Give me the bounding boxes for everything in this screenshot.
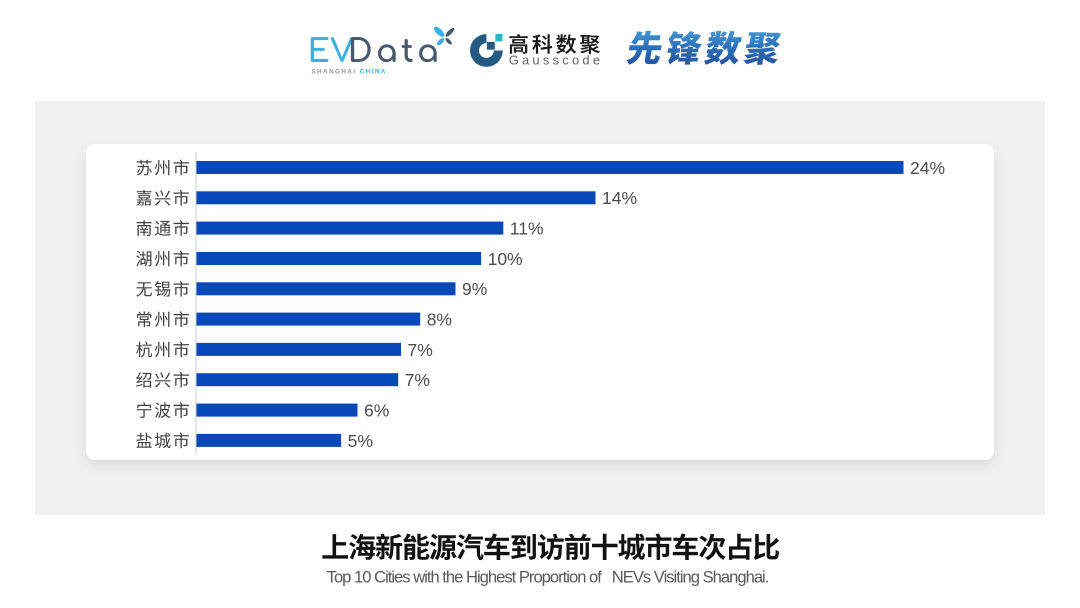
svg-text:Top 10 Cities with the Highest: Top 10 Cities with the Highest Proportio…: [327, 567, 769, 586]
svg-text:11%: 11%: [510, 219, 544, 239]
svg-text:5%: 5%: [348, 431, 373, 451]
svg-text:10%: 10%: [488, 249, 523, 269]
svg-text:24%: 24%: [910, 158, 945, 178]
svg-text:SHANGHAI CHINA: SHANGHAI CHINA: [312, 69, 387, 76]
svg-text:7%: 7%: [405, 370, 430, 390]
svg-text:7%: 7%: [408, 340, 433, 360]
svg-text:9%: 9%: [462, 279, 487, 299]
svg-text:8%: 8%: [427, 310, 452, 330]
svg-text:6%: 6%: [364, 401, 389, 421]
svg-text:14%: 14%: [602, 188, 637, 208]
svg-text:Gausscode: Gausscode: [509, 53, 604, 68]
